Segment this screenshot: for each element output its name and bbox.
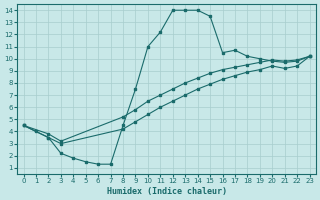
X-axis label: Humidex (Indice chaleur): Humidex (Indice chaleur) xyxy=(107,187,227,196)
